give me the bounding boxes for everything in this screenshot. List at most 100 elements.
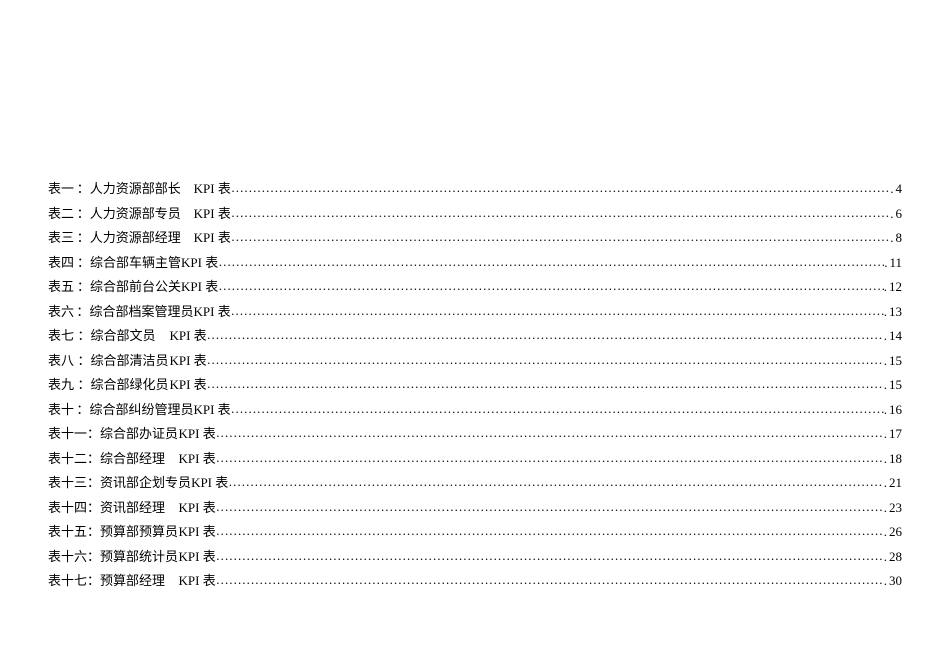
toc-kpi-label: KPI 表 <box>193 399 230 418</box>
toc-colon: ： <box>87 497 100 516</box>
toc-page-number: 13 <box>887 304 902 320</box>
toc-colon: ： <box>76 399 89 418</box>
toc-page-number: 23 <box>887 500 902 516</box>
toc-dept: 人力资源部 <box>90 227 155 246</box>
toc-kpi-label: KPI 表 <box>194 178 231 197</box>
toc-kpi-label: KPI 表 <box>169 374 206 393</box>
toc-label: 表九 <box>48 374 77 393</box>
toc-leader-dots <box>207 352 884 368</box>
toc-role: 企划专员 <box>139 472 191 491</box>
toc-row: 表五：综合部前台公关KPI 表.12 <box>48 276 902 301</box>
toc-role: 档案管理员 <box>128 301 193 320</box>
toc-leader-dots <box>218 254 884 270</box>
toc-colon: ： <box>76 301 89 320</box>
toc-leader-dots <box>216 523 884 539</box>
toc-colon: ： <box>87 521 100 540</box>
toc-leader-dots <box>216 499 884 515</box>
toc-kpi-label: KPI 表 <box>194 227 231 246</box>
toc-dept: 综合部 <box>100 423 139 442</box>
toc-page-number: 15 <box>887 353 902 369</box>
toc-dept: 综合部 <box>90 276 129 295</box>
toc-colon: ： <box>87 423 100 442</box>
toc-dept: 综合部 <box>90 325 129 344</box>
toc-page-number: 12 <box>887 279 902 295</box>
toc-role: 预算员 <box>139 521 178 540</box>
toc-colon: ： <box>87 570 100 589</box>
toc-page-number: 4 <box>894 181 903 197</box>
toc-role: 清洁员 <box>129 350 169 369</box>
toc-kpi-label: KPI 表 <box>179 423 216 442</box>
toc-dept: 资讯部 <box>100 472 139 491</box>
toc-label: 表十三 <box>48 472 87 491</box>
toc-kpi-label: KPI 表 <box>179 546 216 565</box>
toc-role: 经理 <box>139 570 178 589</box>
toc-page-number: 15 <box>887 377 902 393</box>
toc-colon: ： <box>87 472 100 491</box>
toc-page-number: 26 <box>887 524 902 540</box>
toc-colon: ： <box>77 374 90 393</box>
toc-row: 表十三：资讯部企划专员KPI 表.21 <box>48 472 902 497</box>
toc-leader-dots <box>207 327 884 343</box>
toc-kpi-label: KPI 表 <box>181 276 218 295</box>
toc-row: 表六：综合部档案管理员KPI 表.13 <box>48 301 902 326</box>
toc-page-number: 17 <box>887 426 902 442</box>
toc-leader-dots <box>231 180 890 196</box>
toc-colon: ： <box>87 546 100 565</box>
toc-row: 表四：综合部车辆主管KPI 表.11 <box>48 252 902 277</box>
toc-label: 表十五 <box>48 521 87 540</box>
toc-row: 表三：人力资源部经理KPI 表.8 <box>48 227 902 252</box>
toc-row: 表八：综合部清洁员KPI 表.15 <box>48 350 902 375</box>
toc-dept: 预算部 <box>100 521 139 540</box>
toc-dept: 综合部 <box>89 301 128 320</box>
toc-kpi-label: KPI 表 <box>179 521 216 540</box>
toc-page-number: 6 <box>894 206 903 222</box>
toc-leader-dots <box>216 425 884 441</box>
toc-kpi-label: KPI 表 <box>191 472 228 491</box>
toc-dept: 综合部 <box>90 350 129 369</box>
toc-label: 表十六 <box>48 546 87 565</box>
toc-kpi-label: KPI 表 <box>193 301 230 320</box>
toc-row: 表十六：预算部统计员KPI 表.28 <box>48 546 902 571</box>
toc-label: 表八 <box>48 350 77 369</box>
toc-leader-dots <box>228 474 883 490</box>
toc-role: 经理 <box>155 227 194 246</box>
toc-leader-dots <box>216 572 884 588</box>
toc-label: 表五 <box>48 276 77 295</box>
toc-dept: 资讯部 <box>100 497 139 516</box>
toc-label: 表六 <box>48 301 76 320</box>
toc-colon: ： <box>77 252 90 271</box>
toc-leader-dots <box>216 450 884 466</box>
toc-dept: 预算部 <box>100 546 139 565</box>
toc-kpi-label: KPI 表 <box>179 570 216 589</box>
toc-role: 车辆主管 <box>129 252 181 271</box>
toc-page-number: 28 <box>887 549 902 565</box>
toc-role: 经理 <box>139 448 178 467</box>
toc-row: 表九：综合部绿化员KPI 表.15 <box>48 374 902 399</box>
toc-row: 表十：综合部纠纷管理员KPI 表.16 <box>48 399 902 424</box>
toc-label: 表十一 <box>48 423 87 442</box>
toc-kpi-label: KPI 表 <box>179 497 216 516</box>
toc-dept: 人力资源部 <box>90 203 155 222</box>
toc-leader-dots <box>216 548 884 564</box>
toc-dept: 综合部 <box>90 374 129 393</box>
toc-role: 办证员 <box>139 423 178 442</box>
toc-kpi-label: KPI 表 <box>194 203 231 222</box>
toc-leader-dots <box>231 229 890 245</box>
toc-role: 文员 <box>129 325 169 344</box>
toc-label: 表十 <box>48 399 76 418</box>
toc-colon: ： <box>77 203 90 222</box>
toc-page-number: 11 <box>887 255 902 271</box>
toc-label: 表一 <box>48 178 77 197</box>
toc-label: 表四 <box>48 252 77 271</box>
toc-role: 专员 <box>155 203 194 222</box>
toc-row: 表一：人力资源部部长KPI 表.4 <box>48 178 902 203</box>
toc-role: 前台公关 <box>129 276 181 295</box>
toc-colon: ： <box>77 350 90 369</box>
toc-row: 表二：人力资源部专员KPI 表.6 <box>48 203 902 228</box>
toc-leader-dots <box>207 376 884 392</box>
toc-page-number: 30 <box>887 573 902 589</box>
toc-label: 表十七 <box>48 570 87 589</box>
toc-colon: ： <box>87 448 100 467</box>
toc-leader-dots <box>218 278 884 294</box>
toc-row: 表七：综合部文员KPI 表.14 <box>48 325 902 350</box>
